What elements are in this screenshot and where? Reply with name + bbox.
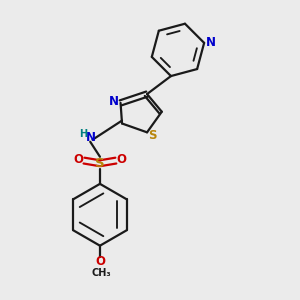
Text: N: N <box>86 130 96 143</box>
Text: S: S <box>148 129 157 142</box>
Text: O: O <box>116 153 126 166</box>
Text: S: S <box>95 157 105 170</box>
Text: N: N <box>206 36 216 50</box>
Text: H: H <box>79 128 87 139</box>
Text: O: O <box>74 153 84 166</box>
Text: O: O <box>95 255 105 268</box>
Text: N: N <box>109 94 119 108</box>
Text: CH₃: CH₃ <box>92 268 111 278</box>
